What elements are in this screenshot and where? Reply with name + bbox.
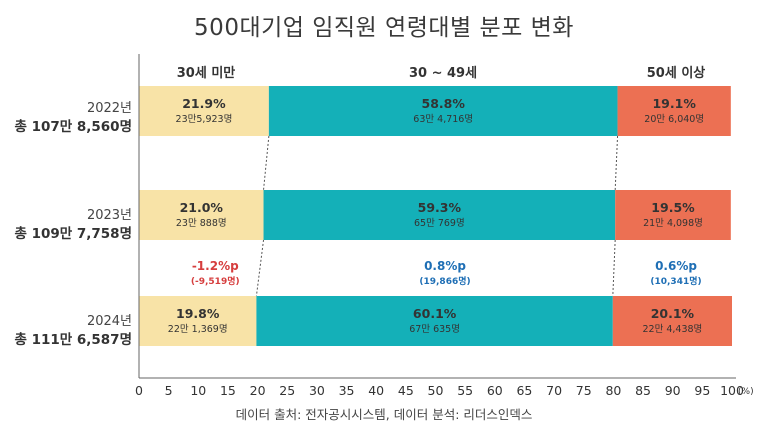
change-pct: 0.8%p [424, 259, 466, 273]
bar-count-label: 22만 1,369명 [168, 324, 228, 335]
bar-pct-label: 21.0% [180, 200, 224, 215]
bar-over50-0 [617, 86, 731, 136]
x-tick-label: 80 [605, 383, 621, 398]
row-label-2024: 2024년 총 111만 6,587명 [14, 313, 132, 349]
bar-pct-label: 60.1% [413, 306, 457, 321]
source-note: 데이터 출처: 전자공시시스템, 데이터 분석: 리더스인덱스 [235, 407, 533, 422]
bar-pct-label: 21.9% [182, 96, 226, 111]
bar-pct-label: 20.1% [651, 306, 695, 321]
bar-pct-label: 19.1% [652, 96, 696, 111]
x-tick-label: 5 [165, 383, 173, 398]
x-tick-label: 15 [220, 383, 236, 398]
connector-line [263, 135, 270, 191]
change-pct: -1.2%p [192, 259, 239, 273]
x-tick-label: 70 [546, 383, 562, 398]
change-count: (10,341명) [650, 275, 701, 287]
x-tick-label: 50 [428, 383, 444, 398]
year-2024: 2024년 [86, 314, 132, 329]
bar-count-label: 65만 769명 [414, 218, 465, 229]
bar-count-label: 23만5,923명 [176, 114, 233, 125]
total-2023: 총 109만 7,758명 [14, 226, 132, 242]
x-tick-label: 90 [665, 383, 681, 398]
bar-pct-label: 58.8% [422, 96, 466, 111]
x-tick-label: 75 [576, 383, 592, 398]
total-2022: 총 107만 8,560명 [14, 119, 132, 135]
chart-title: 500대기업 임직원 연령대별 분포 변화 [194, 15, 574, 41]
bar-under30-1 [139, 190, 264, 240]
row-label-2023: 2023년 총 109만 7,758명 [14, 207, 132, 243]
bar-count-label: 22만 4,438명 [643, 324, 703, 335]
x-tick-label: 60 [487, 383, 503, 398]
connector-line [255, 239, 265, 297]
bar-over50-1 [615, 190, 731, 240]
row-label-2022: 2022년 총 107만 8,560명 [14, 100, 132, 136]
bar-under30-2 [139, 296, 257, 346]
bar-under30-0 [139, 86, 269, 136]
bar-count-label: 21만 4,098명 [643, 218, 703, 229]
bar-pct-label: 59.3% [418, 200, 462, 215]
legend-under30: 30세 미만 [176, 66, 236, 81]
x-tick-label: 0 [135, 383, 143, 398]
bar-count-label: 63만 4,716명 [413, 114, 473, 125]
bar-count-label: 67만 635명 [409, 324, 460, 335]
x-tick-label: 55 [457, 383, 473, 398]
x-tick-label: 25 [279, 383, 295, 398]
total-2024: 총 111만 6,587명 [14, 332, 132, 348]
change-count: (-9,519명) [191, 275, 240, 287]
connector-line [614, 135, 619, 191]
legend-over50: 50세 이상 [646, 66, 706, 81]
x-tick-label: 30 [309, 383, 325, 398]
x-tick-label: 65 [516, 383, 532, 398]
bar-count-label: 20만 6,040명 [644, 114, 704, 125]
x-tick-label: 40 [368, 383, 384, 398]
year-2023: 2023년 [86, 208, 132, 223]
x-tick-label: 45 [398, 383, 414, 398]
bar-over50-2 [612, 296, 732, 346]
bar-mid-0 [268, 86, 618, 136]
bar-pct-label: 19.5% [651, 200, 695, 215]
connector-line [612, 239, 616, 297]
change-count: (19,866명) [419, 275, 470, 287]
bar-mid-1 [263, 190, 616, 240]
x-unit-label: (%) [738, 387, 754, 397]
bar-count-label: 23만 888명 [176, 218, 227, 229]
change-pct: 0.6%p [655, 259, 697, 273]
x-tick-label: 85 [635, 383, 651, 398]
x-tick-label: 95 [694, 383, 710, 398]
x-tick-label: 20 [250, 383, 266, 398]
bar-mid-2 [256, 296, 613, 346]
year-2022: 2022년 [86, 101, 132, 116]
legend-30-49: 30 ~ 49세 [408, 66, 478, 81]
x-tick-label: 10 [190, 383, 206, 398]
x-tick-label: 100 [720, 383, 744, 398]
bar-pct-label: 19.8% [176, 306, 220, 321]
x-tick-label: 35 [339, 383, 355, 398]
